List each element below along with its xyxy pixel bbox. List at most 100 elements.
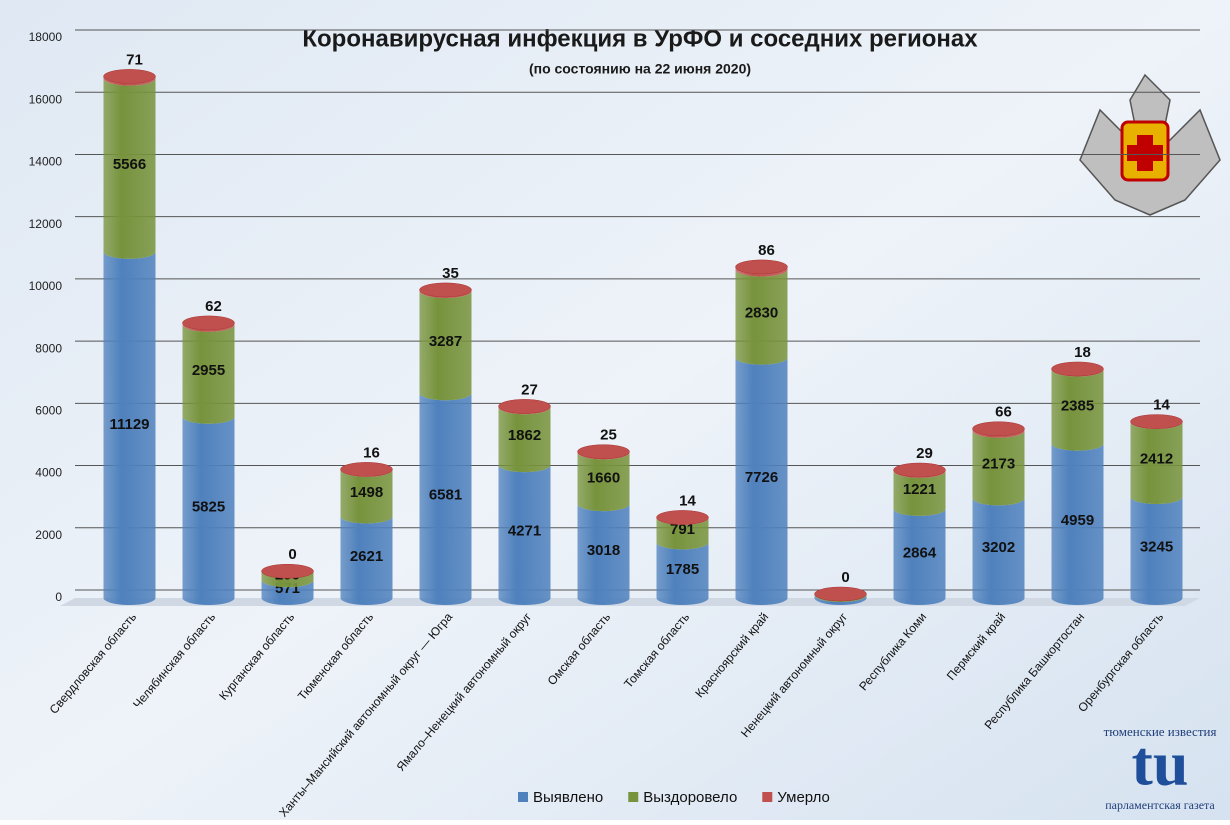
bar-segment bbox=[419, 393, 472, 605]
value-label: 6581 bbox=[429, 487, 462, 504]
bar-segment bbox=[261, 580, 314, 605]
value-label: 27 bbox=[521, 381, 538, 398]
bar-segment bbox=[498, 407, 551, 473]
legend-label: Выявлено bbox=[533, 789, 603, 806]
value-label: 3018 bbox=[587, 542, 620, 559]
value-label: 1660 bbox=[587, 469, 620, 486]
value-label: 29 bbox=[916, 445, 933, 462]
value-label: 5566 bbox=[113, 156, 146, 173]
y-tick-label: 10000 bbox=[29, 279, 63, 293]
bar-segment bbox=[261, 571, 314, 588]
legend-swatch bbox=[518, 792, 528, 802]
bar-segment bbox=[972, 428, 1025, 438]
logo-mark: tu bbox=[1132, 728, 1189, 799]
value-label: 14 bbox=[679, 492, 696, 509]
value-label: 2173 bbox=[982, 456, 1015, 473]
bar-cap bbox=[735, 259, 788, 275]
value-label: 62 bbox=[205, 298, 222, 315]
bar-cap bbox=[340, 462, 393, 477]
value-label: 71 bbox=[126, 51, 143, 68]
bar-segment bbox=[577, 452, 630, 512]
bar-cap bbox=[893, 462, 946, 478]
value-label: 35 bbox=[442, 265, 459, 282]
y-tick-label: 18000 bbox=[29, 30, 63, 44]
value-label: 2385 bbox=[1061, 398, 1094, 415]
bar-segment bbox=[340, 516, 393, 605]
value-label: 0 bbox=[841, 569, 849, 586]
value-label: 18 bbox=[1074, 344, 1091, 361]
emblem bbox=[1079, 73, 1221, 216]
logo-top: тюменские известия bbox=[1104, 724, 1217, 739]
bar-segment bbox=[1130, 422, 1183, 505]
bar-segment bbox=[656, 542, 709, 605]
bar-cap bbox=[419, 282, 472, 298]
bar-cap bbox=[972, 421, 1025, 436]
y-tick-label: 6000 bbox=[35, 404, 62, 418]
bar-segment bbox=[182, 416, 235, 605]
value-label: 2864 bbox=[903, 544, 937, 561]
value-label: 3202 bbox=[982, 539, 1015, 556]
value-label: 4959 bbox=[1061, 512, 1094, 529]
legend-swatch bbox=[762, 792, 773, 802]
y-tick-label: 14000 bbox=[29, 155, 63, 169]
bar-segment bbox=[1051, 443, 1104, 605]
value-label: 11129 bbox=[109, 416, 149, 433]
logo-bottom: парламентская газета bbox=[1105, 798, 1215, 812]
bar-segment bbox=[735, 266, 788, 277]
bar-segment bbox=[893, 470, 946, 516]
chart-subtitle: (по состоянию на 22 июня 2020) bbox=[529, 61, 751, 77]
value-label: 5825 bbox=[192, 498, 225, 515]
bar-segment bbox=[735, 269, 788, 365]
y-tick-label: 16000 bbox=[29, 92, 63, 106]
bar-segment bbox=[577, 504, 630, 605]
bar-cap bbox=[656, 510, 709, 525]
bar-segment bbox=[972, 498, 1025, 605]
value-label: 86 bbox=[758, 242, 775, 259]
value-label: 3245 bbox=[1140, 538, 1173, 555]
bar-segment bbox=[893, 508, 946, 605]
bar-segment bbox=[419, 290, 472, 401]
value-label: 2412 bbox=[1140, 450, 1173, 467]
bar-segment bbox=[340, 469, 393, 524]
value-label: 25 bbox=[600, 427, 617, 444]
bar-cap bbox=[1051, 361, 1104, 377]
bar-segment bbox=[656, 517, 709, 550]
value-label: 791 bbox=[670, 521, 695, 538]
bar-cap bbox=[261, 563, 314, 579]
bar-cap bbox=[1130, 414, 1183, 429]
bar-segment bbox=[103, 78, 156, 259]
y-tick-label: 12000 bbox=[29, 217, 63, 231]
bar-segment bbox=[1051, 369, 1104, 451]
value-label: 2621 bbox=[350, 548, 383, 565]
value-label: 4271 bbox=[508, 523, 541, 540]
bar-segment bbox=[972, 430, 1025, 506]
bar-segment bbox=[735, 357, 788, 605]
value-label: 66 bbox=[995, 404, 1012, 421]
legend-swatch bbox=[628, 792, 639, 802]
bar-cap bbox=[814, 586, 867, 602]
logo: тюменские известия tu парламентская газе… bbox=[1104, 724, 1217, 812]
bar-segment bbox=[498, 465, 551, 605]
y-tick-label: 2000 bbox=[35, 528, 62, 542]
value-label: 1221 bbox=[903, 481, 936, 498]
y-tick-label: 8000 bbox=[35, 341, 62, 355]
legend-label: Выздоровело bbox=[643, 789, 737, 806]
value-label: 7726 bbox=[745, 469, 778, 486]
value-label: 2830 bbox=[745, 305, 778, 322]
value-label: 3287 bbox=[429, 333, 462, 350]
bar-segment bbox=[814, 595, 867, 605]
value-label: 0 bbox=[288, 546, 296, 563]
bar-cap bbox=[103, 69, 156, 84]
value-label: 16 bbox=[363, 444, 380, 461]
value-label: 2955 bbox=[192, 362, 225, 379]
value-label: 14 bbox=[1153, 397, 1170, 414]
y-tick-label: 4000 bbox=[35, 466, 62, 480]
chart-title: Коронавирусная инфекция в УрФО и соседни… bbox=[302, 25, 978, 52]
bar-segment bbox=[182, 324, 235, 424]
legend-label: Умерло bbox=[777, 789, 830, 806]
bar-segment bbox=[103, 76, 156, 86]
bar-segment bbox=[103, 251, 156, 605]
bar-segment bbox=[182, 322, 235, 332]
bar-cap bbox=[498, 399, 551, 414]
